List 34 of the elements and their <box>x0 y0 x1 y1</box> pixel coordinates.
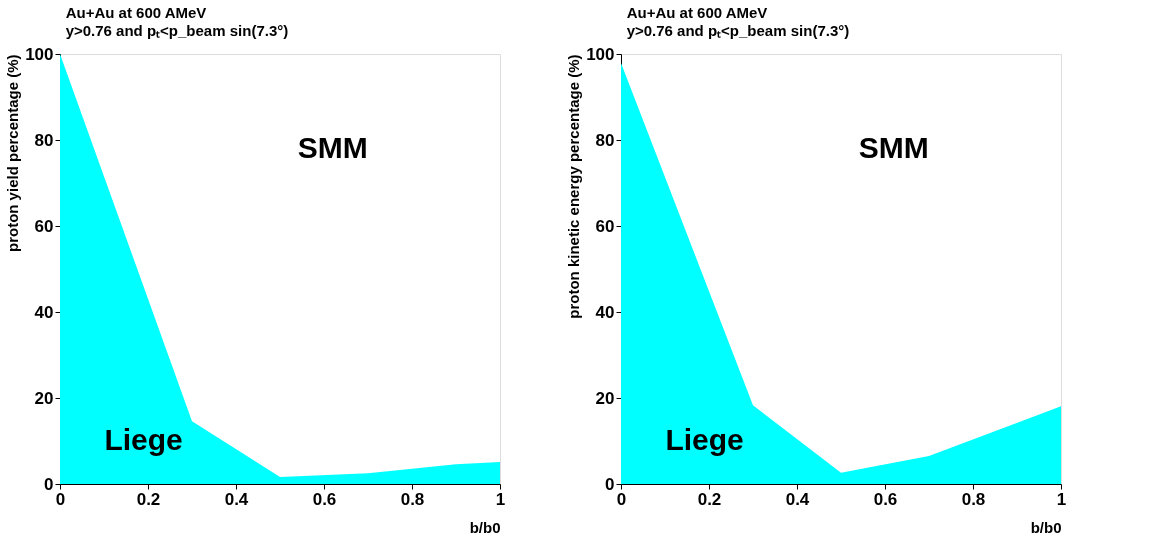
chart-title: Au+Au at 600 AMeV <box>626 4 768 21</box>
y-axis-title: proton kinetic energy percentage (%) <box>565 54 583 319</box>
x-tick-label: 0.2 <box>136 489 161 509</box>
chart-subtitle: y>0.76 and pₜ<p_beam sin(7.3°) <box>65 22 289 39</box>
y-tick-label: 0 <box>605 474 615 494</box>
chart-subtitle: y>0.76 and pₜ<p_beam sin(7.3°) <box>626 22 850 39</box>
x-tick-label: 0.4 <box>785 489 810 509</box>
x-tick-label: 0.8 <box>400 489 425 509</box>
y-tick-label: 60 <box>34 216 54 236</box>
x-tick-label: 0.6 <box>312 489 337 509</box>
annotation: Liege <box>665 423 744 456</box>
x-tick-label: 0.2 <box>697 489 722 509</box>
x-tick-label: 1 <box>1056 489 1067 509</box>
y-tick-label: 100 <box>586 44 615 64</box>
y-tick-label: 100 <box>25 44 54 64</box>
x-tick-label: 0.6 <box>873 489 898 509</box>
y-axis-title: proton yield percentage (%) <box>4 54 22 253</box>
y-tick-label: 80 <box>34 130 54 150</box>
x-tick-label: 0.4 <box>224 489 249 509</box>
x-axis-title: b/b0 <box>469 518 501 536</box>
x-tick-label: 1 <box>495 489 506 509</box>
y-tick-label: 20 <box>34 388 54 408</box>
y-tick-label: 60 <box>595 216 615 236</box>
x-tick-label: 0.8 <box>961 489 986 509</box>
chart-title: Au+Au at 600 AMeV <box>65 4 207 21</box>
annotation: SMM <box>297 130 368 164</box>
y-tick-label: 40 <box>595 302 615 322</box>
annotation: SMM <box>858 130 929 164</box>
y-tick-label: 0 <box>44 474 54 494</box>
y-tick-label: 20 <box>595 388 615 408</box>
y-tick-label: 80 <box>595 130 615 150</box>
annotation: Liege <box>104 423 183 456</box>
y-tick-label: 40 <box>34 302 54 322</box>
x-axis-title: b/b0 <box>1030 518 1062 536</box>
